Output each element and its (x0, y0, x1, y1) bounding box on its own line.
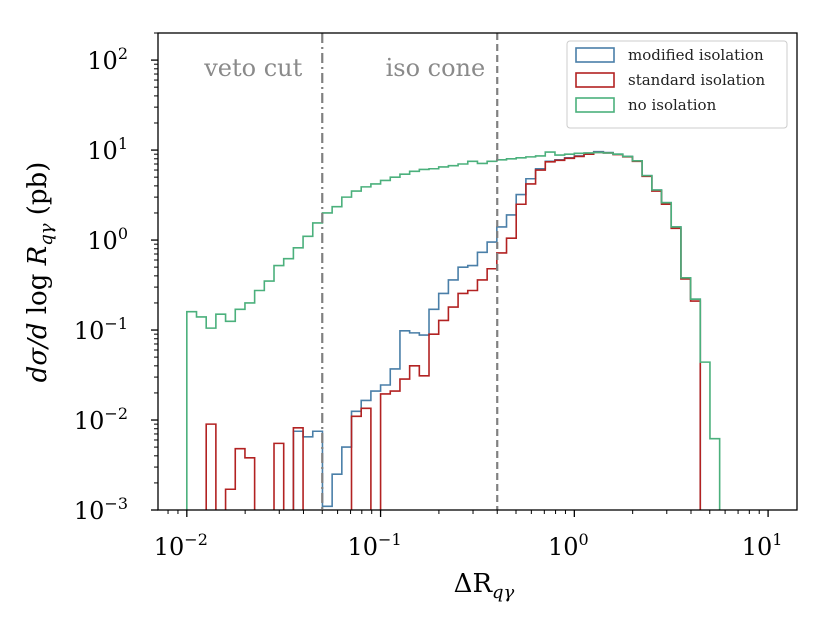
y-axis-label: dσ/d log Rqγ (pb) (23, 162, 57, 383)
legend-swatch (575, 72, 615, 88)
x-tick-label: 10−2 (154, 530, 208, 561)
y-tick-label: 102 (87, 44, 128, 75)
legend-item: modified isolation (575, 46, 764, 64)
y-tick-label: 10−2 (74, 404, 128, 435)
series-layer (186, 150, 721, 510)
vline-layer (321, 33, 499, 510)
x-axis-ticks: 10−2 10−1 100 101 (154, 510, 783, 561)
annotation-veto-cut: veto cut (203, 54, 302, 82)
legend-item: standard isolation (575, 71, 766, 89)
legend: modified isolation standard isolation no i… (566, 40, 788, 129)
x-tick-label: 100 (548, 530, 589, 561)
legend-label: modified isolation (628, 46, 764, 64)
y-tick-label: 100 (87, 224, 128, 255)
x-tick-label: 10−1 (348, 530, 402, 561)
legend-item: no isolation (575, 96, 717, 114)
legend-swatch (575, 47, 615, 63)
plot-frame (157, 32, 798, 511)
annotations: veto cut iso cone (203, 54, 485, 82)
x-tick-label: 101 (742, 530, 783, 561)
legend-label: standard isolation (628, 71, 766, 89)
legend-swatch (575, 97, 615, 113)
legend-label: no isolation (628, 96, 717, 114)
legend-box (566, 40, 788, 129)
annotation-iso-cone: iso cone (386, 54, 486, 82)
y-tick-label: 10−1 (74, 314, 128, 345)
series-line-2 (186, 151, 721, 510)
y-tick-label: 10−3 (74, 494, 128, 525)
y-axis-ticks: 10−3 10−2 10−1 100 101 102 (74, 32, 158, 525)
series-no-isolation (186, 151, 721, 510)
x-axis-label: ΔRqγ (454, 569, 515, 603)
y-tick-label: 101 (87, 134, 128, 165)
